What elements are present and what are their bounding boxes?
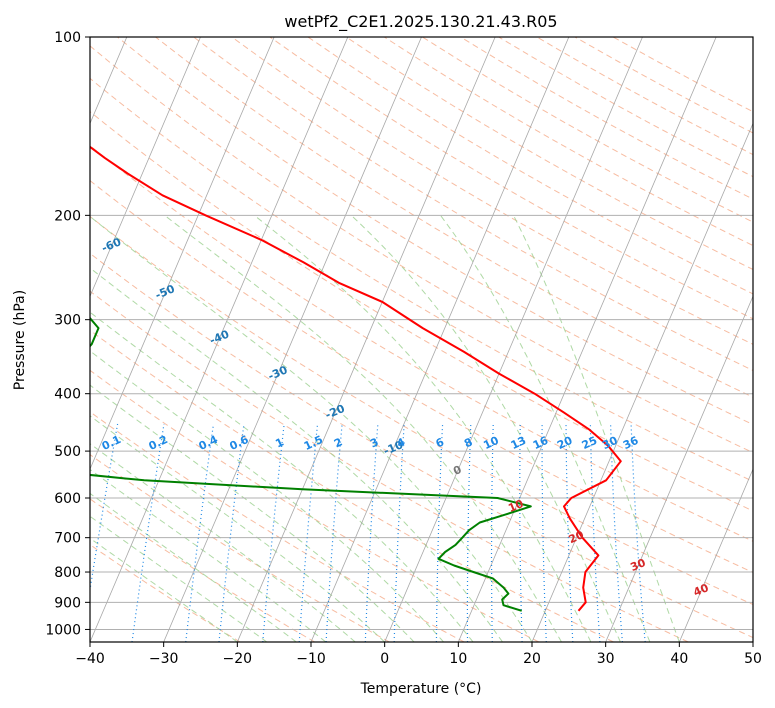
mixing-ratio-label: 10	[481, 434, 501, 452]
isotherm-label: 20	[567, 528, 586, 546]
moist-adiabat	[440, 215, 651, 642]
dry-adiabat	[193, 37, 753, 372]
isotherm	[90, 37, 275, 471]
isotherm	[457, 37, 717, 642]
isotherm	[236, 37, 496, 642]
mixing-ratio-label: 13	[509, 434, 528, 452]
moist-adiabat	[350, 214, 621, 642]
dry-adiabat	[307, 37, 753, 295]
x-tick-label: 30	[597, 651, 615, 667]
isotherm	[90, 37, 349, 642]
mixing-ratio-label: 20	[555, 434, 575, 452]
y-axis-label: Pressure (hPa)	[12, 290, 28, 390]
moist-adiabat	[90, 515, 268, 642]
moist-adiabat	[513, 215, 680, 642]
x-tick-label: −30	[149, 651, 179, 667]
y-tick-label: 100	[54, 30, 81, 46]
moist-adiabat	[90, 267, 503, 642]
isotherm	[90, 37, 201, 298]
y-tick-label: 800	[54, 565, 81, 581]
dry-adiabat	[90, 145, 753, 542]
mixing-ratio-lines	[90, 423, 646, 642]
dry-adiabat	[90, 369, 540, 642]
y-axis-ticks: 100 200 300 400 500 600 700 800 900 1000	[45, 30, 90, 638]
dry-adiabat	[90, 45, 753, 454]
isobar-gridlines	[90, 37, 753, 630]
x-tick-label: 20	[523, 651, 541, 667]
isotherm	[605, 295, 753, 642]
isotherm-label: 30	[628, 556, 647, 574]
x-tick-label: 10	[449, 651, 467, 667]
moist-adiabat	[90, 311, 474, 642]
temperature-profile	[90, 145, 622, 612]
isotherm-label: 10	[506, 497, 525, 515]
moist-adiabats	[90, 214, 680, 642]
moist-adiabat	[253, 214, 592, 642]
dry-adiabat	[231, 37, 753, 345]
mixing-ratio-label: 16	[531, 434, 551, 452]
y-tick-label: 500	[54, 444, 81, 460]
moist-adiabat	[164, 214, 562, 642]
x-tick-label: −10	[296, 651, 326, 667]
moist-adiabat	[90, 350, 444, 642]
dry-adiabats	[90, 37, 753, 642]
moist-adiabat	[90, 384, 415, 642]
mixing-ratio-line	[131, 423, 165, 642]
isotherms	[90, 37, 753, 642]
x-tick-label: −40	[75, 651, 105, 667]
dry-adiabat	[90, 77, 753, 482]
moist-adiabat	[90, 415, 386, 642]
mixing-ratio-label: 25	[580, 434, 599, 452]
x-tick-label: −20	[223, 651, 253, 667]
x-tick-label: 0	[380, 651, 389, 667]
mixing-ratio-label: 36	[621, 434, 641, 452]
isotherm	[310, 37, 570, 642]
profile-series	[90, 145, 622, 612]
y-tick-label: 1000	[45, 622, 81, 638]
dry-adiabat	[90, 329, 614, 642]
y-tick-label: 600	[54, 491, 81, 507]
y-tick-label: 200	[54, 208, 81, 224]
dry-adiabat	[90, 179, 753, 573]
isotherm-label: 40	[691, 581, 710, 599]
isotherm	[384, 37, 643, 642]
dry-adiabat	[90, 252, 753, 639]
mixing-ratio-labels: 0.1 0.2 0.4 0.6 1 1.5 2 3 4 6 8 10 13 16 20 25 30 36	[100, 433, 641, 453]
isotherm	[678, 468, 753, 642]
x-axis-label: Temperature (°C)	[360, 681, 482, 697]
dry-adiabat	[90, 110, 753, 512]
dry-adiabat	[90, 215, 753, 606]
dewpoint-profile	[90, 316, 532, 612]
mixing-ratio-line	[90, 423, 119, 594]
plot-frame	[89, 36, 754, 643]
chart-title: wetPf2_C2E1.2025.130.21.43.R05	[284, 12, 557, 32]
moist-adiabat	[90, 215, 533, 642]
y-tick-label: 300	[54, 313, 81, 329]
x-tick-label: 40	[670, 651, 688, 667]
y-tick-label: 400	[54, 387, 81, 403]
isotherm	[163, 37, 422, 642]
dry-adiabat	[90, 498, 315, 642]
x-axis-ticks: −40 −30 −20 −10 0 10 20 30 40 50	[75, 642, 762, 667]
isotherm	[531, 122, 753, 642]
moist-adiabat	[90, 443, 356, 642]
y-tick-label: 900	[54, 595, 81, 611]
y-tick-label: 700	[54, 531, 81, 547]
x-tick-label: 50	[744, 651, 762, 667]
mixing-ratio-label: 30	[600, 434, 620, 452]
dry-adiabat	[90, 454, 390, 642]
